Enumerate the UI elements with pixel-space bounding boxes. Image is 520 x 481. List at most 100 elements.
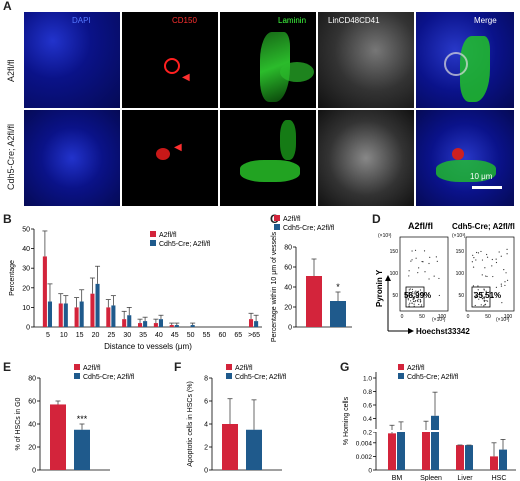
flow-event-dot (408, 289, 410, 291)
column-label-laminin: Laminin (278, 16, 307, 25)
tile-lin-control: LinCD48CD41 (318, 12, 414, 108)
chart-f-bar-ko (246, 429, 262, 470)
legend-swatch-ko (226, 373, 232, 379)
flow-event-dot (411, 294, 414, 297)
flow-event-dot (414, 301, 416, 303)
flow-y-tick: 150 (456, 249, 465, 255)
bar-b-control (169, 325, 174, 327)
chart-b-x-tick: 5 (46, 332, 50, 339)
chart-f-tick-label: 2 (204, 445, 208, 452)
flow-event-dot (495, 286, 497, 288)
flow-event-dot (481, 259, 484, 261)
panel-d-label: D (372, 212, 381, 226)
tile-dapi-control: DAPI (24, 12, 120, 108)
row-label-ko: Cdh5-Cre; A2fl/fl (6, 123, 16, 190)
chart-e-significance: *** (77, 414, 88, 424)
flow-event-dot (500, 283, 502, 285)
flow-x-exp-right: (×10³) (496, 317, 510, 323)
column-label-merge: Merge (474, 16, 497, 25)
chart-f-tick-label: 4 (204, 422, 208, 429)
legend-label-ko: Cdh5-Cre; A2fl/fl (235, 374, 287, 381)
tile-dapi-ko (24, 110, 120, 206)
flow-event-dot (506, 279, 509, 281)
flow-event-dot (416, 300, 419, 302)
chart-f-tick-label: 0 (204, 468, 208, 475)
flow-event-dot (411, 288, 414, 290)
row-label-control: A2fl/fl (6, 59, 16, 82)
flow-event-dot (415, 257, 417, 259)
chart-g-tick-label: 0 (368, 468, 372, 475)
chart-g-ylabel: % Homing cells (343, 396, 350, 445)
flow-event-dot (485, 293, 487, 295)
flow-event-dot (485, 299, 487, 302)
column-label-cd150: CD150 (172, 16, 197, 25)
flow-event-dot (506, 253, 508, 255)
flow-event-dot (484, 303, 487, 305)
bar-b-control (248, 319, 254, 327)
chart-b-x-tick: 55 (203, 332, 211, 339)
bar-b-control (122, 319, 127, 327)
flow-event-dot (486, 253, 488, 256)
chart-distance-to-vessels: 0 10 20 30 40 50 Percentage 5 10 15 20 25 30 35 40 45 50… (9, 227, 262, 351)
column-label-lin: LinCD48CD41 (328, 16, 380, 25)
flow-event-dot (436, 260, 438, 263)
flow-event-dot (492, 275, 494, 278)
bar-g-ko (397, 431, 405, 470)
chart-e-tick-label: 20 (28, 445, 36, 452)
legend-label-control: A2fl/fl (159, 232, 177, 239)
chart-f-tick-label: 8 (204, 376, 208, 383)
chart-homing: 0 0.002 0.004 0.2 0.4 0.6 0.8 1.0 % Homing cells… (343, 364, 517, 481)
flow-event-dot (501, 302, 503, 304)
flow-event-dot (407, 299, 410, 301)
flow-event-dot (500, 255, 502, 257)
flow-event-dot (438, 294, 440, 297)
bar-b-control (42, 256, 47, 327)
panel-f-label: F (174, 360, 182, 374)
legend-label-control: A2fl/fl (83, 365, 101, 372)
flow-event-dot (486, 256, 489, 258)
flow-event-dot (497, 293, 499, 295)
chart-f-tick-label: 6 (204, 399, 208, 406)
flow-x-tick: 50 (419, 314, 425, 320)
flow-event-dot (483, 300, 485, 303)
bar-b-ko (190, 325, 195, 327)
chart-e-tick-label: 0 (32, 468, 36, 475)
flow-event-dot (428, 262, 430, 265)
chart-g-x-tick: Liver (457, 475, 473, 481)
chart-g-bar-break (377, 430, 517, 432)
chart-b-x-tick: 10 (60, 332, 68, 339)
flow-y-tick: 100 (456, 271, 465, 277)
flow-event-dot (475, 259, 477, 261)
chart-e-tick-label: 60 (28, 399, 36, 406)
flow-event-dot (477, 285, 479, 287)
flow-event-dot (409, 300, 412, 302)
flow-event-dot (428, 278, 430, 280)
tile-merge-control: Merge (416, 12, 514, 108)
flow-event-dot (500, 285, 503, 287)
flow-gate (405, 286, 425, 308)
flow-event-dot (414, 249, 417, 251)
chart-c-tick-label: 0 (288, 325, 292, 332)
panel-g-label: G (340, 360, 350, 374)
chart-b-xlabel: Distance to vessels (μm) (104, 342, 192, 351)
chart-f-ylabel: Apoptotic cells in HSCs (%) (187, 381, 194, 467)
flow-event-dot (408, 275, 410, 277)
chart-c-tick-label: 20 (284, 305, 292, 312)
flow-event-dot (414, 291, 416, 293)
flow-event-dot (478, 293, 480, 295)
flow-y-exp: (×10³) (378, 233, 392, 239)
column-label-dapi: DAPI (72, 16, 91, 25)
flow-event-dot (408, 304, 410, 306)
panel-b-label: B (3, 212, 12, 226)
bar-b-control (74, 307, 79, 327)
tile-lin-ko (318, 110, 414, 206)
chart-b-x-tick: 15 (76, 332, 84, 339)
chart-c-significance: * (336, 282, 340, 292)
chart-b-x-tick: 25 (107, 332, 115, 339)
flow-event-dot (428, 293, 430, 295)
chart-g-tick-label: 0.8 (363, 389, 372, 396)
flow-event-dot (420, 304, 423, 306)
flow-event-dot (412, 296, 414, 299)
bar-b-ko (95, 283, 100, 327)
chart-g-x-tick: HSC (492, 475, 507, 481)
